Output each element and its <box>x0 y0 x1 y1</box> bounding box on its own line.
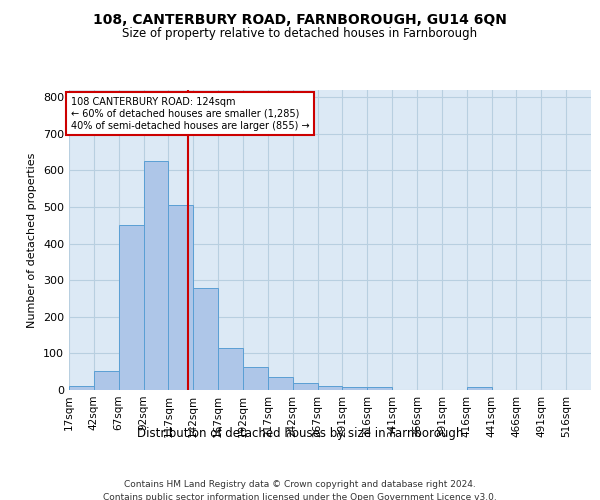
Bar <box>169 205 193 390</box>
Bar <box>367 387 392 390</box>
Text: Size of property relative to detached houses in Farnborough: Size of property relative to detached ho… <box>122 28 478 40</box>
Bar <box>293 384 317 390</box>
Bar <box>193 288 218 390</box>
Bar <box>143 162 169 390</box>
Text: 108 CANTERBURY ROAD: 124sqm
← 60% of detached houses are smaller (1,285)
40% of : 108 CANTERBURY ROAD: 124sqm ← 60% of det… <box>71 98 310 130</box>
Bar <box>119 226 143 390</box>
Text: 108, CANTERBURY ROAD, FARNBOROUGH, GU14 6QN: 108, CANTERBURY ROAD, FARNBOROUGH, GU14 … <box>93 12 507 26</box>
Y-axis label: Number of detached properties: Number of detached properties <box>28 152 37 328</box>
Bar <box>218 348 243 390</box>
Bar <box>94 371 119 390</box>
Text: Distribution of detached houses by size in Farnborough: Distribution of detached houses by size … <box>137 428 463 440</box>
Bar <box>317 386 343 390</box>
Bar <box>343 387 367 390</box>
Text: Contains public sector information licensed under the Open Government Licence v3: Contains public sector information licen… <box>103 492 497 500</box>
Bar <box>268 377 293 390</box>
Text: Contains HM Land Registry data © Crown copyright and database right 2024.: Contains HM Land Registry data © Crown c… <box>124 480 476 489</box>
Bar <box>467 387 491 390</box>
Bar <box>243 368 268 390</box>
Bar <box>69 386 94 390</box>
